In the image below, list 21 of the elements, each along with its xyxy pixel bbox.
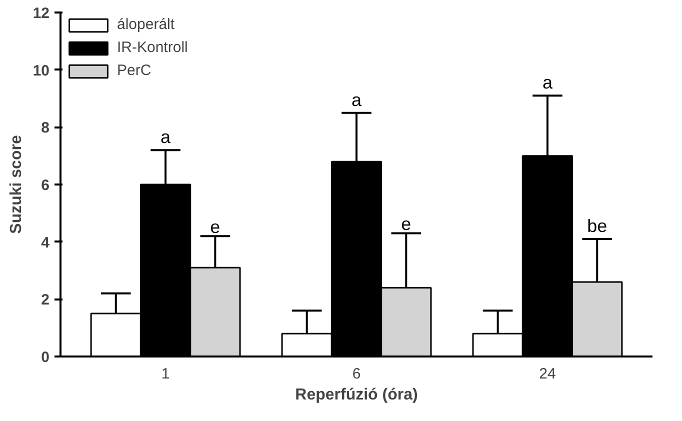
y-tick-label: 4 bbox=[41, 234, 50, 252]
annotation: be bbox=[587, 216, 608, 236]
y-tick-label: 2 bbox=[41, 292, 50, 309]
y-tick-label: 12 bbox=[32, 5, 50, 22]
y-tick-label: 10 bbox=[32, 62, 50, 80]
y-tick-label: 8 bbox=[41, 120, 50, 137]
legend-label: PerC bbox=[117, 62, 152, 79]
x-tick-label: 6 bbox=[352, 366, 361, 382]
x-tick-label: 24 bbox=[539, 366, 556, 382]
y-axis-title: Suzuki score bbox=[8, 135, 25, 234]
x-tick-label: 1 bbox=[161, 366, 170, 382]
y-tick-label: 0 bbox=[41, 349, 50, 366]
annotation: a bbox=[351, 90, 362, 110]
x-axis-title: Reperfúzió (óra) bbox=[295, 386, 418, 404]
annotation: a bbox=[542, 72, 554, 93]
annotation: a bbox=[160, 127, 172, 148]
annotation: e bbox=[210, 217, 220, 238]
legend-label: IR-Kontroll bbox=[117, 39, 188, 56]
legend-label: áloperált bbox=[117, 16, 175, 33]
y-tick-label: 6 bbox=[41, 177, 50, 194]
annotation: e bbox=[401, 214, 412, 234]
